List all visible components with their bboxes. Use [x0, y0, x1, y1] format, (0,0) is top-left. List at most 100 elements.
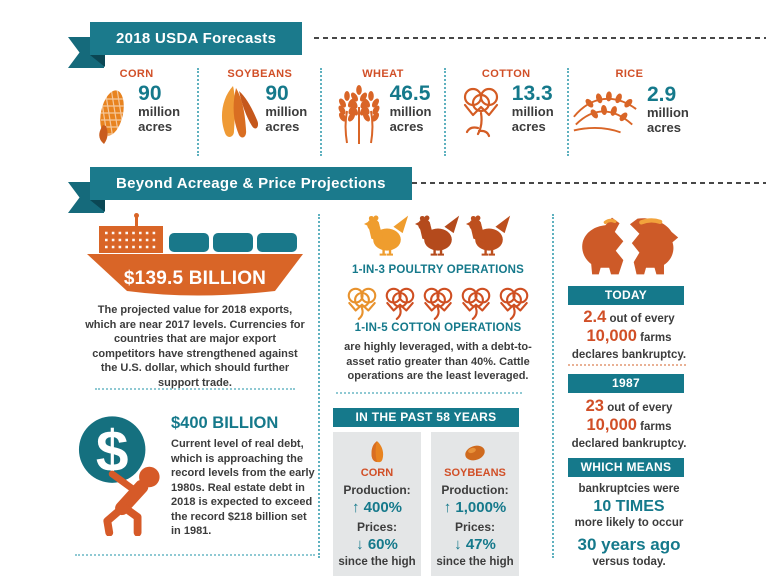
crop-unit: million	[138, 104, 181, 120]
beyond-banner-title: Beyond Acreage & Price Projections	[90, 167, 412, 200]
crop-unit: acres	[138, 118, 173, 134]
forecasts-banner-title: 2018 USDA Forecasts	[90, 22, 303, 55]
crop-cotton: COTTON 13.3 million acres	[443, 68, 567, 156]
production-label: Production:	[441, 483, 509, 497]
today-rate-suffix: out of every	[609, 313, 675, 325]
leverage-description: are highly leveraged, with a debt-to-ass…	[344, 341, 532, 383]
which-means-header: WHICH MEANS	[568, 458, 684, 477]
poultry-operations-label: 1-IN-3 POULTRY OPERATIONS	[352, 264, 524, 276]
crop-name: WHEAT	[362, 68, 404, 80]
prices-value: 60%	[367, 536, 398, 553]
today-denominator: 10,000	[586, 327, 637, 345]
crop-value: 13.3	[511, 82, 553, 105]
card-footnote: since the high	[436, 556, 514, 568]
corn-kernel-icon	[371, 441, 384, 463]
crop-unit: million	[511, 104, 554, 120]
section-divider	[75, 554, 315, 556]
debt-block: $ $400 BILLION Current level of real deb…	[77, 414, 317, 539]
crop-unit: acres	[646, 120, 681, 136]
cotton-boll-icon	[347, 287, 377, 320]
cotton-boll-icon	[499, 287, 529, 320]
dollar-coin-carrier-icon: $	[78, 416, 160, 536]
crop-soybeans: SOYBEANS 90 million acres	[197, 68, 320, 156]
crop-value: 2.9	[646, 83, 677, 107]
1987-farms: farms	[640, 421, 672, 433]
dashed-rule	[314, 37, 766, 39]
cotton-boll-icon	[423, 287, 453, 320]
wheat-icon	[336, 85, 381, 145]
1987-rate: 23	[585, 397, 604, 415]
crop-value: 90	[138, 82, 162, 105]
section-divider	[95, 388, 295, 390]
column-divider	[318, 214, 320, 558]
1987-statement: declared bankruptcy.	[571, 438, 687, 450]
means-line-1: bankruptcies were	[578, 483, 680, 495]
crop-wheat: WHEAT	[320, 68, 443, 156]
exports-amount: $139.5 BILLION	[123, 268, 267, 289]
means-line-5: versus today.	[592, 556, 666, 568]
means-line-4: 30 years ago	[577, 535, 681, 554]
up-arrow-icon: ↑	[443, 499, 452, 516]
card-crop-name: SOYBEANS	[444, 467, 506, 479]
soybeans-icon	[222, 86, 259, 138]
cotton-icon	[463, 87, 498, 138]
crop-value: 90	[265, 82, 289, 105]
crop-unit: acres	[265, 118, 300, 134]
hen-icon	[364, 215, 409, 256]
crop-corn: CORN 90 million acres	[76, 68, 197, 156]
hen-icon	[415, 215, 460, 256]
crop-unit: acres	[511, 118, 546, 134]
crop-name: CORN	[119, 68, 154, 80]
card-crop-name: CORN	[360, 467, 394, 479]
column-divider	[552, 214, 554, 558]
soybean-seed-icon	[465, 445, 485, 461]
soybeans-stat-card: SOYBEANS Production: ↑ 1,000% Prices: ↓ …	[431, 432, 519, 576]
corn-icon	[99, 88, 128, 144]
cotton-boll-icon	[385, 287, 415, 320]
crop-forecast-row: CORN 90 million acres	[76, 68, 690, 156]
prices-value: 47%	[465, 536, 496, 553]
poultry-icons-row	[330, 212, 546, 258]
up-arrow-icon: ↑	[351, 499, 360, 516]
broken-piggy-bank-icon	[582, 217, 679, 275]
year-1987-header: 1987	[568, 374, 684, 393]
past-58-years-cards: CORN Production: ↑ 400% Prices: ↓ 60% si…	[333, 432, 519, 576]
section-divider	[336, 392, 522, 394]
corn-stat-card: CORN Production: ↑ 400% Prices: ↓ 60% si…	[333, 432, 421, 576]
crop-rice: RICE	[566, 68, 690, 156]
today-statistic: 2.4 out of every 10,000 farms declares b…	[564, 309, 694, 364]
today-farms: farms	[640, 332, 672, 344]
today-statement: declares bankruptcy.	[571, 349, 687, 361]
down-arrow-icon: ↓	[454, 536, 462, 553]
today-header: TODAY	[568, 286, 684, 305]
crop-value: 46.5	[389, 82, 431, 105]
production-label: Production:	[343, 483, 411, 497]
prices-label: Prices:	[454, 520, 496, 534]
crop-name: RICE	[615, 68, 644, 80]
debt-amount: $400 BILLION	[171, 414, 279, 432]
today-rate: 2.4	[583, 308, 607, 326]
debt-description: Current level of real debt, which is app…	[171, 438, 315, 538]
down-arrow-icon: ↓	[356, 536, 364, 553]
crop-unit: million	[389, 104, 432, 120]
past-58-years-header: IN THE PAST 58 YEARS	[333, 408, 519, 427]
rice-icon	[573, 91, 637, 134]
crop-unit: million	[646, 105, 689, 121]
production-value: 1,000%	[455, 499, 507, 516]
card-footnote: since the high	[338, 556, 416, 568]
cotton-operations-label: 1-IN-5 COTTON OPERATIONS	[354, 322, 522, 334]
production-value: 400%	[363, 499, 403, 516]
prices-label: Prices:	[356, 520, 398, 534]
cargo-ship-icon	[87, 213, 303, 296]
crop-name: COTTON	[481, 68, 531, 80]
crop-unit: million	[265, 104, 308, 120]
cargo-ship-graphic: $139.5 BILLION	[85, 212, 305, 296]
exports-description: The projected value for 2018 exports, wh…	[85, 304, 305, 389]
hen-icon	[466, 215, 511, 256]
crop-name: SOYBEANS	[227, 68, 293, 80]
dashed-rule	[412, 182, 766, 184]
means-line-3: more likely to occur	[574, 517, 684, 529]
1987-rate-suffix: out of every	[607, 402, 673, 414]
section-divider	[568, 364, 686, 366]
